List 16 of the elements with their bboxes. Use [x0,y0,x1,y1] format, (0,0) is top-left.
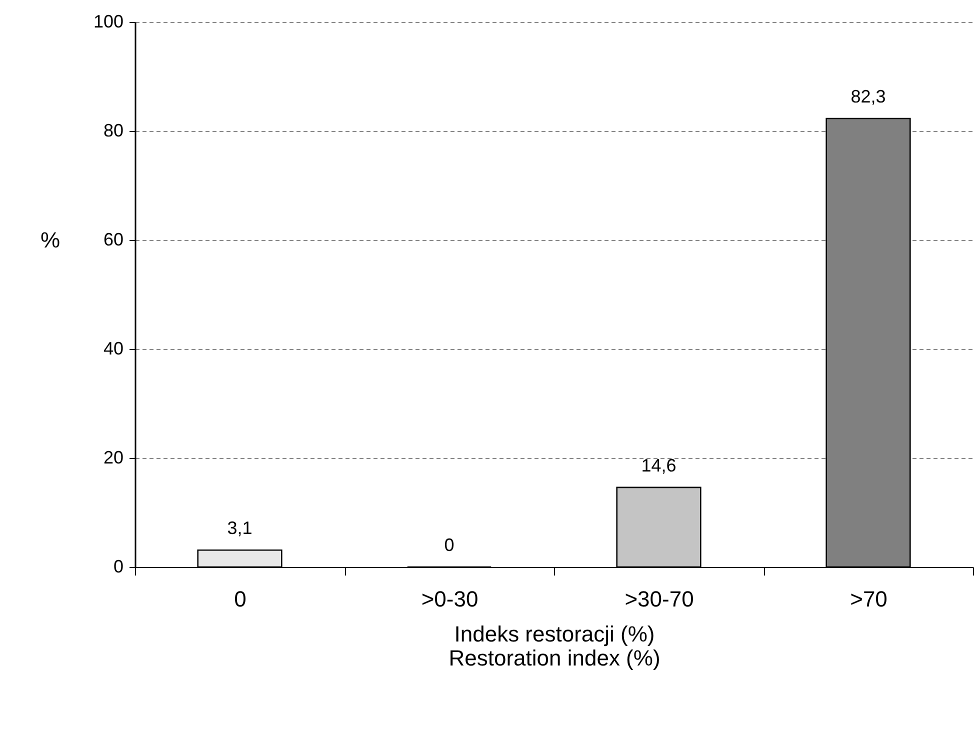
y-tick-label: 100 [93,12,124,32]
data-label: 14,6 [641,455,676,476]
x-tick-label: >0-30 [421,586,478,612]
data-label: 0 [444,535,454,555]
y-axis-title: % [40,228,60,252]
y-tick-label: 20 [103,448,124,468]
data-label: 82,3 [850,86,886,106]
x-tick-label: >30-70 [624,586,694,612]
y-tick-label: 40 [103,338,124,358]
data-label: 3,1 [227,518,252,538]
x-axis-title: Indeks restoracji (%) Restoration index (%) [448,622,660,670]
y-tick-label: 60 [103,230,124,250]
y-tick-label: 80 [103,120,124,140]
x-tick-label: 0 [234,586,246,612]
y-tick-label: 0 [113,556,124,576]
x-tick-label: >70 [850,586,888,612]
